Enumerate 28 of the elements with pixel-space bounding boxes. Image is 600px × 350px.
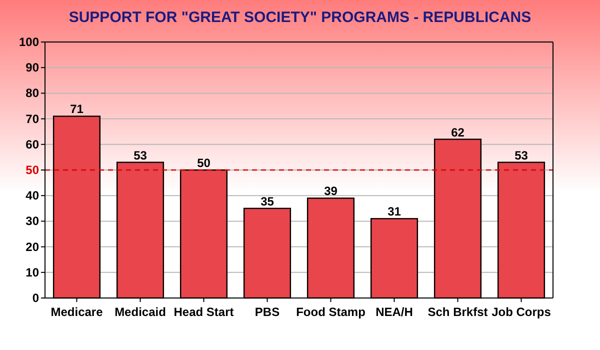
y-tick-label: 0 (32, 291, 40, 305)
chart-title: SUPPORT FOR "GREAT SOCIETY" PROGRAMS - REPUBLICANS (68, 9, 532, 26)
y-tick-label: 70 (26, 112, 40, 126)
data-label: 53 (134, 148, 148, 162)
x-tick-label: Medicaid (114, 305, 166, 319)
x-tick-label: Food Stamp (296, 305, 366, 319)
x-tick-label: Medicare (50, 305, 104, 319)
y-tick-label: 10 (26, 265, 40, 280)
x-tick-label: PBS (254, 305, 280, 319)
y-tick-label: 50 (26, 163, 40, 177)
data-label: 53 (514, 148, 528, 162)
x-tick-label: NEA/H (376, 305, 413, 319)
y-tick-label: 100 (18, 35, 40, 49)
y-tick-label: 30 (26, 214, 40, 228)
x-tick-label: Sch Brkfst (428, 305, 488, 319)
data-label: 50 (197, 156, 211, 170)
x-tick-label: Job Corps (492, 305, 552, 319)
data-label: 71 (70, 102, 84, 116)
data-label: 31 (388, 204, 402, 219)
data-label: 39 (324, 184, 338, 198)
y-tick-label: 90 (26, 60, 40, 75)
x-tick-label: Head Start (174, 305, 234, 319)
y-tick-label: 40 (26, 188, 40, 203)
y-tick-label: 80 (26, 86, 40, 100)
y-tick-label: 60 (26, 137, 40, 152)
y-tick-label: 20 (26, 240, 40, 254)
data-label: 62 (451, 125, 465, 140)
data-label: 35 (260, 194, 274, 208)
